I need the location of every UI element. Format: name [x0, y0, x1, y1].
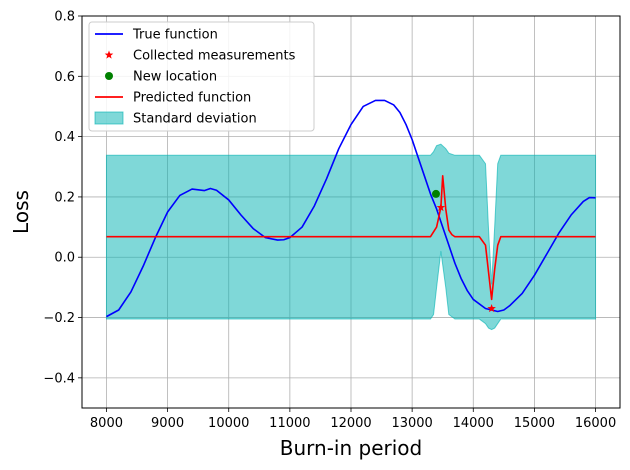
- x-tick-label: 10000: [208, 416, 249, 431]
- predicted-function-line: [106, 175, 596, 301]
- y-tick-label: 0.2: [54, 190, 75, 205]
- legend: True function Collected measurements New l…: [88, 21, 315, 132]
- y-tick-label: 0.4: [54, 130, 75, 145]
- x-axis-ticks: 8000 9000 10000 11000 12000 13000 14000 15000 16…: [90, 408, 616, 431]
- legend-label: Predicted function: [133, 91, 251, 106]
- y-tick-label: 0.6: [54, 70, 75, 85]
- y-axis-label: Loss: [9, 190, 33, 234]
- marker-layer: [431, 189, 496, 313]
- y-tick-label: −0.4: [43, 371, 75, 386]
- legend-handle-std-deviation: [94, 111, 124, 125]
- legend-box: [88, 21, 315, 132]
- x-tick-label: 16000: [575, 416, 616, 431]
- true-function-line: [106, 99, 596, 318]
- x-tick-label: 12000: [330, 416, 371, 431]
- x-tick-label: 14000: [453, 416, 494, 431]
- x-tick-label: 8000: [90, 416, 123, 431]
- x-axis-label: Burn-in period: [280, 436, 422, 460]
- y-tick-label: −0.2: [43, 311, 75, 326]
- legend-label: Collected measurements: [133, 49, 296, 64]
- x-tick-label: 11000: [269, 416, 310, 431]
- x-tick-label: 9000: [151, 416, 184, 431]
- line-layer: [106, 99, 596, 318]
- measurement-point: [436, 202, 446, 212]
- x-tick-label: 15000: [514, 416, 555, 431]
- y-axis-ticks: −0.4 −0.2 0.0 0.2 0.4 0.6 0.8: [43, 10, 82, 386]
- new-location-point: [431, 189, 440, 198]
- legend-label: Standard deviation: [133, 112, 257, 127]
- x-tick-label: 13000: [391, 416, 432, 431]
- y-tick-label: 0.8: [54, 10, 75, 25]
- legend-label: New location: [133, 70, 217, 85]
- legend-label: True function: [132, 28, 218, 43]
- legend-handle-measurements: [104, 50, 114, 59]
- measurement-point: [487, 303, 496, 313]
- legend-handle-new-location: [105, 72, 113, 80]
- y-tick-label: 0.0: [54, 251, 75, 266]
